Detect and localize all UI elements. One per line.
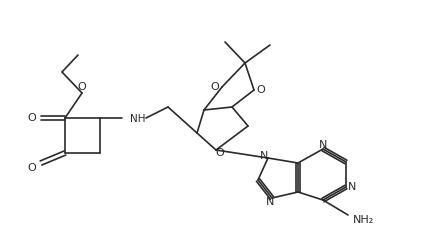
Text: O: O xyxy=(211,82,219,92)
Text: O: O xyxy=(28,163,36,173)
Text: N: N xyxy=(319,140,327,150)
Text: O: O xyxy=(28,113,36,123)
Text: N: N xyxy=(348,182,356,192)
Text: O: O xyxy=(215,148,224,158)
Text: O: O xyxy=(78,82,87,92)
Text: O: O xyxy=(257,85,265,95)
Text: NH₂: NH₂ xyxy=(353,215,374,225)
Text: N: N xyxy=(260,151,268,161)
Text: NH: NH xyxy=(130,114,146,124)
Text: N: N xyxy=(266,197,274,207)
